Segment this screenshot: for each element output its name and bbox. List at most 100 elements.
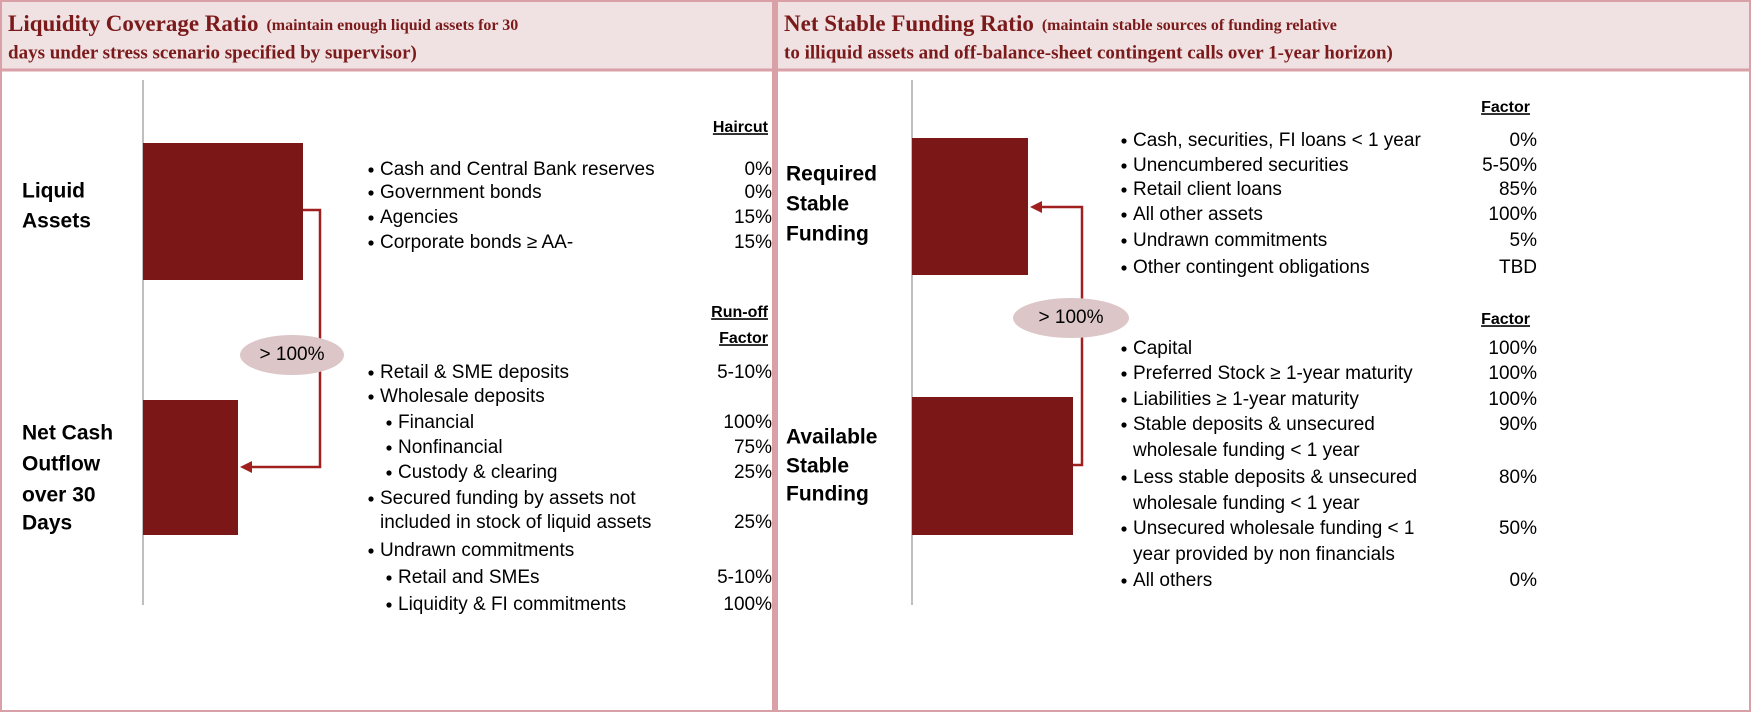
- item-text: Unsecured wholesale funding < 1: [1133, 518, 1415, 539]
- item-text: Less stable deposits & unsecured: [1133, 467, 1417, 488]
- item-text: Cash and Central Bank reserves: [380, 159, 655, 180]
- bullet: [386, 445, 392, 451]
- arrow-head: [1030, 201, 1042, 213]
- panel-title: Net Stable Funding Ratio (maintain stable…: [784, 11, 1337, 36]
- item-text: Custody & clearing: [398, 462, 557, 483]
- block-label: Net Cash: [22, 422, 113, 445]
- item-text: Liquidity & FI commitments: [398, 594, 626, 615]
- block-label: Stable: [786, 455, 849, 478]
- item-value: 85%: [1499, 179, 1537, 200]
- item-value: 0%: [1510, 130, 1538, 151]
- item-text: Government bonds: [380, 182, 542, 203]
- item-value: 0%: [745, 182, 773, 203]
- item-value: 15%: [734, 207, 772, 228]
- column-header: Run-off: [711, 304, 769, 321]
- subtitle: (maintain stable sources of funding rela…: [1042, 17, 1337, 34]
- item-value: 5-50%: [1482, 155, 1537, 176]
- block: [143, 143, 303, 280]
- block-label: Funding: [786, 223, 869, 246]
- item-text: Wholesale deposits: [380, 386, 545, 407]
- bullet: [1121, 265, 1127, 271]
- column-header: Factor: [1481, 311, 1530, 328]
- item-text: Cash, securities, FI loans < 1 year: [1133, 130, 1421, 151]
- ratio-badge: [1013, 298, 1129, 338]
- item-text: All others: [1133, 570, 1212, 591]
- bullet: [1121, 422, 1127, 428]
- item-text: Agencies: [380, 207, 458, 228]
- bullet: [386, 602, 392, 608]
- item-text: Retail and SMEs: [398, 567, 540, 588]
- bullet: [368, 215, 374, 221]
- arrow-head: [240, 461, 252, 473]
- ratio-badge: [240, 335, 344, 375]
- subtitle: (maintain enough liquid assets for 30: [266, 17, 518, 34]
- bullet: [368, 548, 374, 554]
- title: Net Stable Funding Ratio: [784, 11, 1034, 36]
- item-text: Corporate bonds ≥ AA-: [380, 232, 573, 253]
- block-label: Stable: [786, 193, 849, 216]
- item-text: wholesale funding < 1 year: [1132, 493, 1360, 514]
- block: [912, 138, 1028, 275]
- item-text: included in stock of liquid assets: [380, 512, 651, 533]
- item-value: 100%: [723, 594, 772, 615]
- item-value: 50%: [1499, 518, 1537, 539]
- item-text: Nonfinancial: [398, 437, 503, 458]
- item-text: Secured funding by assets not: [380, 488, 636, 509]
- item-text: Preferred Stock ≥ 1-year maturity: [1133, 363, 1413, 384]
- item-text: Stable deposits & unsecured: [1133, 414, 1375, 435]
- header-band: [0, 0, 1751, 70]
- bullet: [386, 420, 392, 426]
- item-text: Undrawn commitments: [1133, 230, 1327, 251]
- panel-title: Liquidity Coverage Ratio (maintain enough…: [8, 11, 518, 36]
- item-text: wholesale funding < 1 year: [1132, 440, 1360, 461]
- subtitle: to illiquid assets and off-balance-sheet…: [784, 42, 1393, 63]
- bullet: [1121, 475, 1127, 481]
- bullet: [1121, 238, 1127, 244]
- column-header: Factor: [719, 330, 768, 347]
- bullet: [386, 575, 392, 581]
- column-header: Haircut: [713, 119, 769, 136]
- bullet: [1121, 346, 1127, 352]
- block-label: Assets: [22, 210, 91, 233]
- item-value: 100%: [723, 412, 772, 433]
- item-text: Liabilities ≥ 1-year maturity: [1133, 389, 1359, 410]
- bullet: [368, 370, 374, 376]
- block-label: Required: [786, 163, 877, 186]
- bullet: [368, 496, 374, 502]
- item-value: 5-10%: [717, 362, 772, 383]
- block-label: Outflow: [22, 453, 101, 476]
- bullet: [1121, 397, 1127, 403]
- item-value: 100%: [1488, 363, 1537, 384]
- item-value: 15%: [734, 232, 772, 253]
- item-text: Unencumbered securities: [1133, 155, 1348, 176]
- item-value: 100%: [1488, 338, 1537, 359]
- bullet: [1121, 187, 1127, 193]
- block-label: Funding: [786, 483, 869, 506]
- block-label: Available: [786, 426, 877, 449]
- bullet: [1121, 163, 1127, 169]
- item-text: Capital: [1133, 338, 1192, 359]
- item-value: 80%: [1499, 467, 1537, 488]
- bullet: [1121, 138, 1127, 144]
- ratio-label: > 100%: [1039, 307, 1104, 328]
- block: [143, 400, 238, 535]
- subtitle: days under stress scenario specified by …: [8, 42, 417, 63]
- item-value: 0%: [1510, 570, 1538, 591]
- item-value: 5-10%: [717, 567, 772, 588]
- item-value: 25%: [734, 462, 772, 483]
- item-text: Undrawn commitments: [380, 540, 574, 561]
- item-value: 90%: [1499, 414, 1537, 435]
- item-value: 100%: [1488, 389, 1537, 410]
- item-text: Retail client loans: [1133, 179, 1282, 200]
- item-text: Other contingent obligations: [1133, 257, 1370, 278]
- column-header: Factor: [1481, 99, 1530, 116]
- item-value: 0%: [745, 159, 773, 180]
- item-text: Financial: [398, 412, 474, 433]
- bullet: [368, 394, 374, 400]
- item-text: year provided by non financials: [1133, 544, 1395, 565]
- bullet: [386, 470, 392, 476]
- item-value: TBD: [1499, 257, 1537, 278]
- bullet: [1121, 212, 1127, 218]
- panel-border: [0, 0, 774, 712]
